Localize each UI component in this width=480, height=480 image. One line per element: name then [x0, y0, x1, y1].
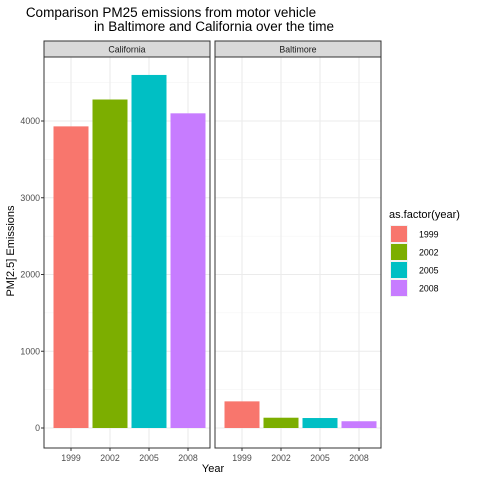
- x-tick-label: 2002: [271, 453, 291, 463]
- bar-baltimore-2005: [302, 418, 338, 428]
- bar-california-1999: [53, 126, 89, 428]
- x-tick-label: 2005: [310, 453, 330, 463]
- facet-strip-label: California: [108, 45, 145, 55]
- facet-strip-label: Baltimore: [279, 45, 316, 55]
- bar-baltimore-2002: [263, 417, 299, 428]
- y-tick-label: 1000: [20, 346, 40, 356]
- y-axis-title: PM[2.5] Emissions: [5, 205, 17, 297]
- legend-title: as.factor(year): [389, 209, 460, 221]
- y-tick-label: 4000: [20, 116, 40, 126]
- legend-label: 2002: [419, 248, 439, 258]
- x-axis-title: Year: [202, 463, 225, 475]
- legend: as.factor(year) 1999 2002 2005 2008: [389, 209, 460, 297]
- facet-panel-baltimore: Baltimore 1999 2002 2005 2008: [214, 40, 382, 463]
- bar-california-2002: [92, 99, 128, 428]
- panel-border: [43, 56, 211, 449]
- legend-label: 1999: [419, 230, 439, 240]
- x-tick-label: 2002: [100, 453, 120, 463]
- bar-baltimore-1999: [224, 401, 260, 428]
- y-tick-label: 2000: [20, 270, 40, 280]
- legend-swatch-2005: [391, 262, 407, 278]
- legend-swatch-2002: [391, 244, 407, 260]
- chart-title-line2: in Baltimore and California over the tim…: [94, 19, 334, 34]
- y-tick-label: 3000: [20, 193, 40, 203]
- x-tick-label: 1999: [61, 453, 81, 463]
- chart-title-line1: Comparison PM25 emissions from motor veh…: [26, 5, 316, 20]
- legend-swatch-2008: [391, 280, 407, 296]
- panel-background: [215, 57, 381, 448]
- bar-california-2008: [170, 113, 206, 428]
- legend-swatch-1999: [391, 226, 407, 242]
- facet-panels: 0 1000 2000 3000 4000 California 1999 2002 2005 2…: [20, 40, 382, 463]
- legend-label: 2005: [419, 266, 439, 276]
- panel-border: [214, 56, 382, 449]
- bar-california-2005: [131, 74, 167, 428]
- x-tick-label: 2005: [139, 453, 159, 463]
- facet-panel-california: California 1999 2002 2005 2008: [43, 40, 211, 463]
- x-tick-label: 2008: [178, 453, 198, 463]
- y-tick-label: 0: [35, 423, 40, 433]
- bar-baltimore-2008: [341, 421, 377, 428]
- legend-label: 2008: [419, 284, 439, 294]
- x-tick-label: 1999: [232, 453, 252, 463]
- x-tick-label: 2008: [349, 453, 369, 463]
